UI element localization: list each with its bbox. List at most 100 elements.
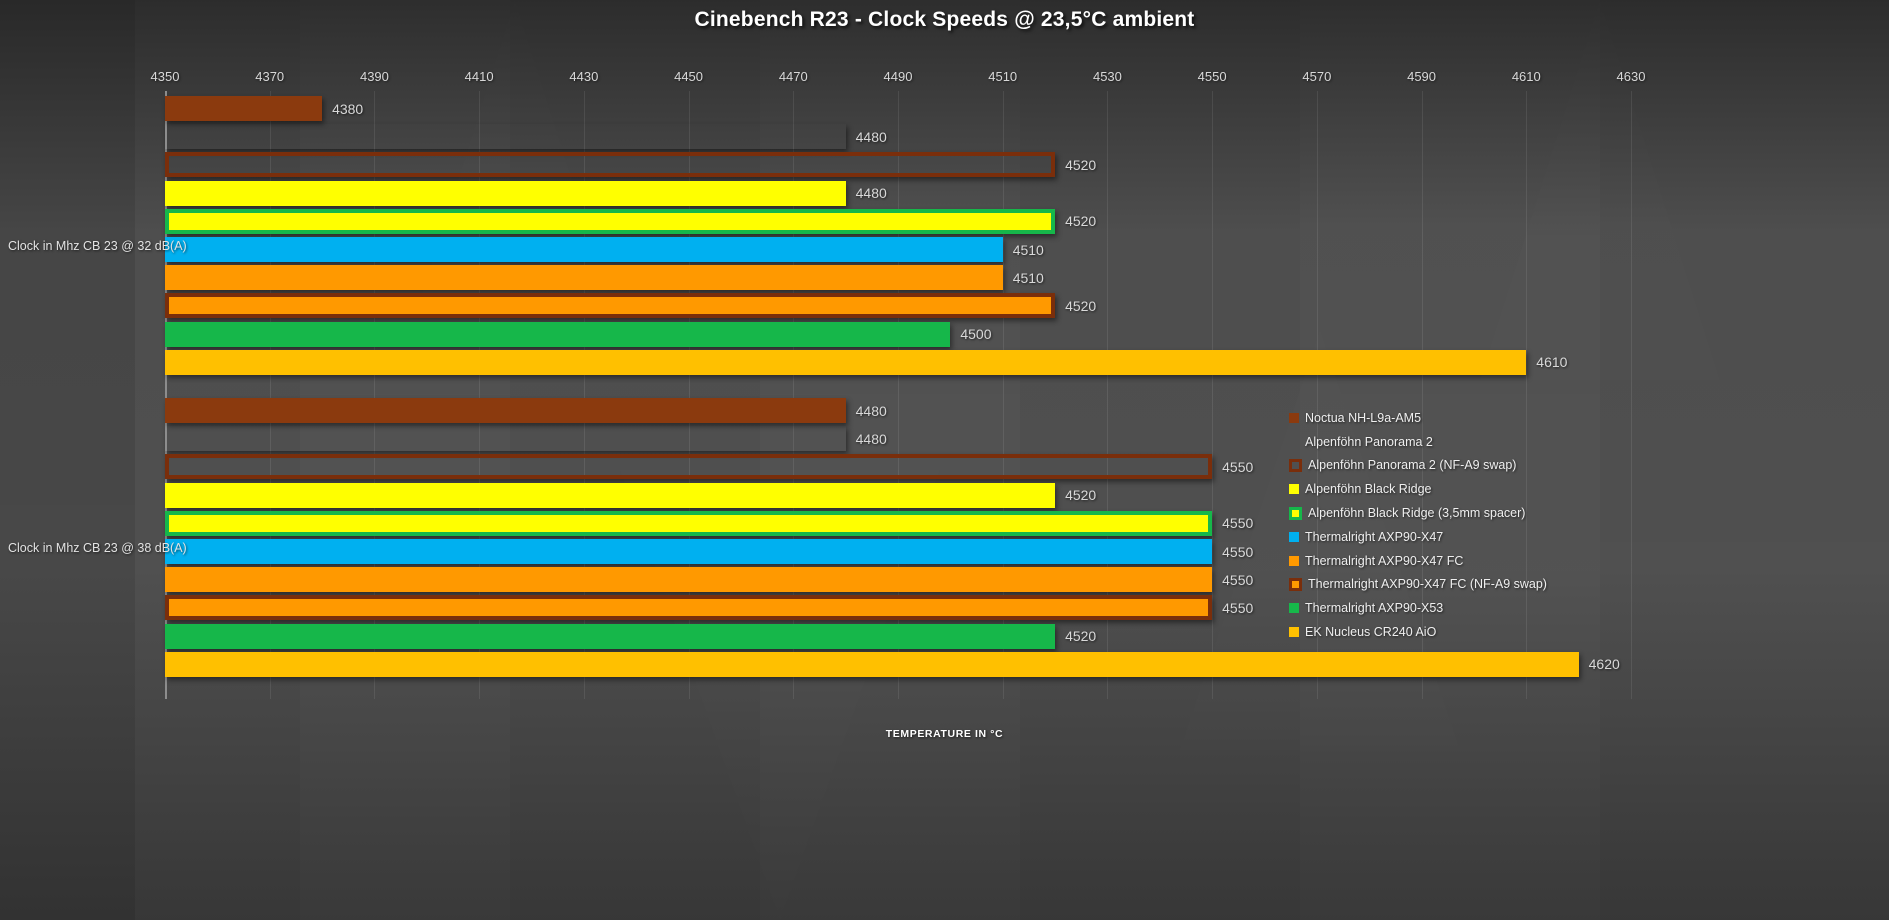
bar-value-label: 4510 <box>1012 241 1044 258</box>
legend-item[interactable]: EK Nucleus CR240 AiO <box>1289 620 1589 644</box>
bar[interactable] <box>165 96 323 121</box>
bar[interactable] <box>165 321 951 347</box>
bar[interactable] <box>165 623 1056 649</box>
legend-label: Thermalright AXP90-X53 <box>1305 601 1444 616</box>
bar[interactable] <box>165 152 1056 178</box>
bar[interactable] <box>165 426 846 451</box>
legend-label: EK Nucleus CR240 AiO <box>1305 625 1437 640</box>
legend-label: Thermalright AXP90-X47 <box>1305 529 1444 544</box>
bar-value-label: 4510 <box>1012 269 1044 286</box>
legend-item[interactable]: Thermalright AXP90-X47 <box>1289 525 1589 549</box>
bar[interactable] <box>165 349 1527 375</box>
plot-area: 4350 4370 4390 4410 4430 4450 4470 4490 4510 4530… <box>151 69 1645 699</box>
legend-swatch-icon <box>1289 531 1299 542</box>
x-tick-label: 4510 <box>988 69 1018 84</box>
legend-swatch-icon <box>1289 484 1299 495</box>
bar-row: 4550 <box>165 539 1631 564</box>
legend-item[interactable]: Thermalright AXP90-X47 FC (NF-A9 swap) <box>1289 573 1589 597</box>
bar-value-label: 4550 <box>1222 515 1254 532</box>
x-tick-label: 4370 <box>255 69 285 84</box>
bar-value-label: 4520 <box>1065 628 1097 645</box>
bar[interactable] <box>165 510 1213 536</box>
legend-swatch-icon <box>1289 603 1299 614</box>
x-tick-label: 4390 <box>359 69 389 84</box>
x-tick-label: 4410 <box>464 69 494 84</box>
bar-row: 4520 <box>165 623 1631 649</box>
bar-value-label: 4610 <box>1536 354 1568 371</box>
gridline <box>269 91 271 699</box>
legend-swatch-icon <box>1289 458 1302 472</box>
legend-label: Alpenföhn Black Ridge (3,5mm spacer) <box>1308 506 1526 521</box>
x-axis-title: TEMPERATURE IN °C <box>885 728 1004 740</box>
legend-swatch-icon <box>1289 627 1299 638</box>
bar-row: 4480 <box>165 124 1631 149</box>
bar[interactable] <box>165 595 1213 621</box>
gridline <box>1316 91 1318 699</box>
bar-row: 4550 <box>165 567 1631 593</box>
legend-item[interactable]: Alpenföhn Black Ridge (3,5mm spacer) <box>1289 501 1589 525</box>
legend-swatch-icon <box>1289 577 1302 591</box>
bar-row: 4550 <box>165 454 1631 480</box>
gridline <box>1002 91 1004 699</box>
bar[interactable] <box>165 265 1003 291</box>
legend: Noctua NH-L9a-AM5 Alpenföhn Panorama 2 Alp… <box>1289 406 1589 644</box>
bar-row: 4520 <box>165 482 1631 508</box>
bar[interactable] <box>165 482 1056 508</box>
bar[interactable] <box>165 651 1579 677</box>
bar-row: 4480 <box>165 426 1631 451</box>
legend-item[interactable]: Alpenföhn Black Ridge <box>1289 477 1589 501</box>
bar-value-label: 4480 <box>855 430 887 447</box>
bar[interactable] <box>165 454 1213 480</box>
x-tick-label: 4590 <box>1407 69 1437 84</box>
legend-swatch-icon <box>1289 555 1299 566</box>
x-tick-label: 4570 <box>1302 69 1332 84</box>
bar-row: 4520 <box>165 293 1631 319</box>
bar-row: 4510 <box>165 265 1631 291</box>
bar[interactable] <box>165 567 1213 593</box>
bar[interactable] <box>165 293 1056 319</box>
x-tick-label: 4550 <box>1197 69 1227 84</box>
bar-row: 4610 <box>165 349 1631 375</box>
bar-value-label: 4550 <box>1222 599 1254 616</box>
bar-row: 4500 <box>165 321 1631 347</box>
x-tick-label: 4630 <box>1616 69 1646 84</box>
x-tick-label: 4350 <box>150 69 180 84</box>
legend-swatch-icon <box>1289 506 1302 520</box>
bar[interactable] <box>165 124 846 149</box>
bar[interactable] <box>165 208 1056 234</box>
bar-value-label: 4550 <box>1222 543 1254 560</box>
gridline <box>374 91 376 699</box>
bar-value-label: 4620 <box>1588 656 1620 673</box>
bar-value-label: 4480 <box>855 128 887 145</box>
bar-value-label: 4520 <box>1065 213 1097 230</box>
x-tick-label: 4450 <box>674 69 704 84</box>
legend-label: Alpenföhn Panorama 2 (NF-A9 swap) <box>1308 458 1517 473</box>
y-axis-line <box>165 91 167 699</box>
gridline <box>1631 91 1632 699</box>
bar[interactable] <box>165 539 1213 564</box>
category-label-0: Clock in Mhz CB 23 @ 32 dB(A) <box>8 239 187 253</box>
bar-value-label: 4550 <box>1222 458 1254 475</box>
legend-item[interactable]: Thermalright AXP90-X53 <box>1289 596 1589 620</box>
bar[interactable] <box>165 180 846 206</box>
bar-value-label: 4520 <box>1065 297 1097 314</box>
bar-row: 4550 <box>165 510 1631 536</box>
bar-row: 4520 <box>165 152 1631 178</box>
gridline <box>1421 91 1423 699</box>
bar-value-label: 4520 <box>1065 156 1097 173</box>
chart-title: Cinebench R23 - Clock Speeds @ 23,5°C am… <box>694 8 1195 31</box>
legend-item[interactable]: Alpenföhn Panorama 2 (NF-A9 swap) <box>1289 454 1589 478</box>
gridline <box>479 91 481 699</box>
legend-item[interactable]: Alpenföhn Panorama 2 <box>1289 430 1589 454</box>
gridline <box>688 91 690 699</box>
bar-value-label: 4550 <box>1222 571 1254 588</box>
legend-item[interactable]: Thermalright AXP90-X47 FC <box>1289 549 1589 573</box>
bar[interactable] <box>165 398 846 423</box>
bar-row: 4520 <box>165 208 1631 234</box>
legend-item[interactable]: Noctua NH-L9a-AM5 <box>1289 406 1589 430</box>
bar-row: 4510 <box>165 237 1631 262</box>
legend-swatch-icon <box>1289 412 1299 423</box>
bar[interactable] <box>165 237 1003 262</box>
bar-row: 4550 <box>165 595 1631 621</box>
